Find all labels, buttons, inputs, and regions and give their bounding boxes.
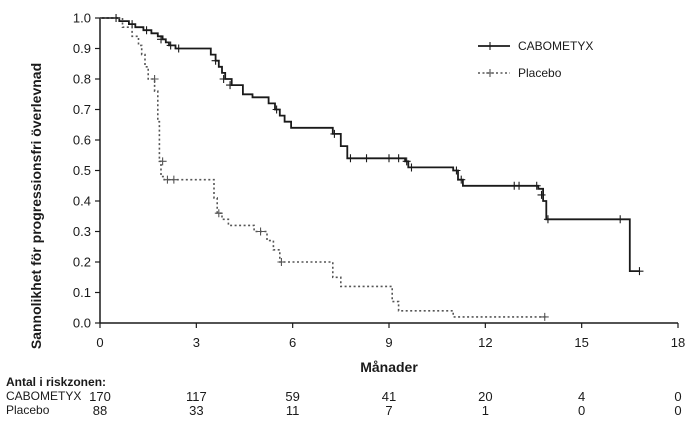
cabometyx-censor-mark <box>394 154 403 163</box>
risk-count: 0 <box>674 389 682 404</box>
x-tick-label: 0 <box>96 335 103 350</box>
placebo-censor-mark <box>158 157 167 166</box>
legend-label-cabometyx: CABOMETYX <box>518 39 593 53</box>
placebo-censor-mark <box>540 312 549 321</box>
x-tick-label: 15 <box>574 335 588 350</box>
legend-marker-placebo <box>486 69 494 77</box>
chart-axes: 0.0 0.1 0.2 0.3 0.4 0.5 0.6 0.7 0.8 0.9 1.0 0 3 6 9 12 1… <box>73 11 685 351</box>
cabometyx-censor-mark <box>616 215 625 224</box>
y-tick-label: 0.1 <box>73 285 91 300</box>
risk-count: 59 <box>285 389 300 404</box>
risk-count: 41 <box>381 389 397 404</box>
y-axis-title: Sannolikhet för progressionsfri överlevn… <box>28 63 44 349</box>
x-tick-label: 3 <box>193 335 200 350</box>
x-tick-label: 9 <box>385 335 392 350</box>
cabometyx-censor-mark <box>537 190 546 199</box>
chart-series <box>100 14 644 321</box>
legend-label-placebo: Placebo <box>518 66 562 80</box>
cabometyx-censor-mark <box>346 154 355 163</box>
risk-count: 20 <box>478 389 493 404</box>
risk-count: 33 <box>189 403 204 418</box>
y-tick-label: 0.9 <box>73 41 91 56</box>
cabometyx-censor-mark <box>543 215 552 224</box>
risk-count: 11 <box>285 403 300 418</box>
cabometyx-censor-mark <box>515 181 524 190</box>
cabometyx-censor-mark <box>219 75 228 83</box>
risk-count: 0 <box>578 403 586 418</box>
x-tick-label: 6 <box>289 335 296 350</box>
placebo-censor-mark <box>277 258 286 266</box>
placebo-censor-mark <box>150 75 159 83</box>
cabometyx-censor-mark <box>142 26 151 35</box>
chart-legend: CABOMETYX Placebo <box>478 39 593 80</box>
cabometyx-censor-mark <box>174 44 183 53</box>
cabometyx-censor-mark <box>635 267 644 276</box>
cabometyx-curve <box>100 17 640 272</box>
legend-marker-cabometyx <box>486 42 494 50</box>
cabometyx-censor-mark <box>211 56 220 65</box>
cabometyx-censor-mark <box>330 129 339 138</box>
cabometyx-censor-mark <box>385 154 393 163</box>
placebo-censor-mark <box>169 175 178 184</box>
risk-count: 88 <box>92 403 108 418</box>
y-tick-label: 0.6 <box>73 133 91 148</box>
y-tick-label: 0.0 <box>73 316 91 331</box>
y-tick-label: 1.0 <box>73 11 91 26</box>
cabometyx-censor-mark <box>532 181 541 190</box>
risk-count: 0 <box>674 403 682 418</box>
cabometyx-censor-mark <box>407 163 416 172</box>
y-tick-label: 0.7 <box>73 102 91 117</box>
cabometyx-censor-mark <box>402 157 411 166</box>
x-tick-label: 12 <box>478 335 492 350</box>
cabometyx-censor-mark <box>457 175 466 184</box>
y-tick-label: 0.3 <box>73 224 91 239</box>
cabometyx-censor-mark <box>166 41 175 50</box>
cabometyx-censor-mark <box>362 154 371 163</box>
x-tick-label: 18 <box>671 335 685 350</box>
x-axis-title: Månader <box>360 359 418 375</box>
risk-count: 1 <box>481 403 489 418</box>
risk-count: 7 <box>385 403 393 418</box>
cabometyx-censor-mark <box>272 105 281 114</box>
placebo-censor-mark <box>214 209 223 218</box>
cabometyx-censor-mark <box>157 35 166 44</box>
y-tick-label: 0.5 <box>73 163 91 178</box>
cabometyx-censor-mark <box>226 81 235 90</box>
cabometyx-censor-mark <box>452 166 461 175</box>
risk-table-title: Antal i riskzonen: <box>6 375 107 389</box>
risk-row-label: CABOMETYX <box>6 389 82 403</box>
y-tick-label: 0.4 <box>73 194 91 209</box>
risk-count: 117 <box>185 389 207 404</box>
risk-count: 4 <box>578 389 586 404</box>
y-tick-label: 0.8 <box>73 72 91 87</box>
placebo-curve <box>100 17 547 318</box>
risk-row-label: Placebo <box>6 403 50 417</box>
risk-count: 170 <box>89 389 111 404</box>
y-tick-label: 0.2 <box>73 255 91 270</box>
placebo-censor-mark <box>256 227 265 236</box>
